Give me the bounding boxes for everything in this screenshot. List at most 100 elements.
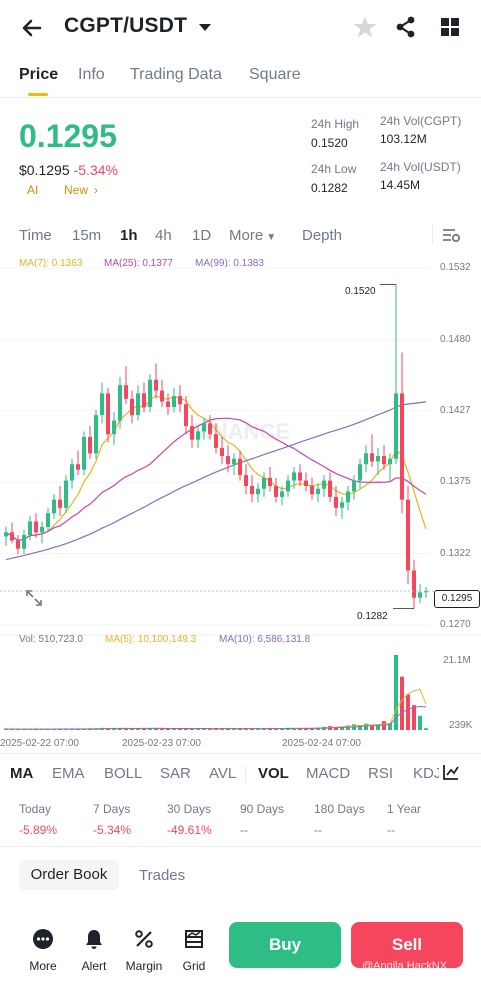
volume-bar: [406, 694, 410, 730]
tf-more[interactable]: More ▼: [229, 227, 276, 244]
buy-button[interactable]: Buy: [229, 922, 341, 968]
alert-label: Alert: [81, 959, 107, 973]
candle-body: [406, 499, 410, 571]
volume-bar: [382, 721, 386, 730]
tf-1h[interactable]: 1h: [120, 227, 138, 244]
candle-body: [58, 499, 62, 508]
ma99-line: [5, 401, 427, 561]
volume-bar: [118, 728, 122, 730]
vol-quote-label: 24h Vol(USDT): [380, 160, 461, 174]
candle-body: [148, 379, 152, 407]
candle-body: [160, 390, 164, 402]
candle-body: [286, 480, 290, 492]
tf-depth[interactable]: Depth: [302, 227, 343, 244]
y-tick: 0.1532: [440, 262, 471, 273]
pair-title[interactable]: CGPT/USDT: [64, 14, 188, 37]
candle-body: [142, 393, 146, 407]
bell-icon: [86, 930, 102, 949]
candle-body: [304, 480, 308, 487]
share-icon[interactable]: [393, 14, 419, 40]
grid-layout-icon[interactable]: [437, 14, 463, 40]
new-label: New: [64, 183, 89, 197]
perf-value: -5.34%: [93, 823, 132, 837]
candle-body: [334, 496, 338, 508]
x-tick: 2025-02-23 07:00: [122, 738, 201, 749]
tab-trades[interactable]: Trades: [139, 867, 186, 884]
caret-down-icon: ▼: [266, 232, 277, 243]
expand-icon[interactable]: [24, 588, 44, 613]
candle-body: [4, 532, 8, 537]
pair-dropdown-icon[interactable]: [198, 20, 212, 38]
candle-body: [208, 423, 212, 435]
vol-ma5-legend: MA(5): 10,100,149.3: [105, 634, 197, 645]
candle-body: [418, 592, 422, 598]
candle-body: [10, 532, 14, 541]
back-arrow-icon[interactable]: [18, 14, 46, 42]
volume-bar: [400, 676, 404, 730]
candle-body: [274, 486, 278, 497]
ind-macd[interactable]: MACD: [306, 765, 351, 782]
sell-button[interactable]: Sell: [351, 922, 463, 968]
high-value: 0.1520: [311, 136, 348, 150]
tab-square[interactable]: Square: [249, 66, 301, 83]
vol-tick: 239K: [449, 720, 473, 731]
perf-value: --: [314, 823, 322, 837]
perf-value: --: [387, 823, 395, 837]
price-markers: [0, 283, 434, 610]
volume-bar: [412, 705, 416, 730]
volume-bar: [226, 728, 230, 730]
tf-15m[interactable]: 15m: [72, 227, 102, 244]
favorite-star-icon[interactable]: [352, 14, 378, 40]
top-bar: CGPT/USDT: [0, 0, 481, 56]
candle-body: [250, 486, 254, 495]
ind-ma[interactable]: MA: [10, 765, 34, 782]
ai-tag[interactable]: AI: [27, 183, 39, 197]
more-dots-icon: [33, 929, 53, 949]
ind-boll[interactable]: BOLL: [104, 765, 143, 782]
perf-label: 90 Days: [240, 802, 285, 816]
candle-body: [172, 396, 176, 407]
alert-button[interactable]: Alert: [70, 928, 118, 973]
low-value: 0.1282: [311, 181, 348, 195]
perf-value: -49.61%: [167, 823, 212, 837]
candle-body: [328, 480, 332, 497]
volume-bar: [112, 728, 116, 730]
tf-4h[interactable]: 4h: [155, 227, 172, 244]
margin-button[interactable]: Margin: [120, 928, 168, 973]
candle-body: [118, 385, 122, 421]
tab-info[interactable]: Info: [78, 66, 105, 83]
ind-rsi[interactable]: RSI: [368, 765, 394, 782]
ind-avl[interactable]: AVL: [209, 765, 237, 782]
vol-ma10-legend: MA(10): 6,586,131.8: [219, 634, 311, 645]
ind-kdj[interactable]: KDJ: [413, 765, 439, 782]
volume-bar: [268, 728, 272, 730]
ind-sar[interactable]: SAR: [160, 765, 191, 782]
chart-settings-icon[interactable]: [441, 226, 461, 249]
tab-order-book[interactable]: Order Book: [19, 860, 119, 890]
candle-body: [88, 436, 92, 454]
candle-body: [256, 488, 260, 495]
volume-bar: [364, 723, 368, 730]
candle-body: [238, 458, 242, 476]
candlestick-chart[interactable]: BINANCE: [0, 250, 481, 750]
grid-button[interactable]: Grid: [170, 928, 218, 973]
more-button[interactable]: More: [19, 928, 67, 973]
ind-ema[interactable]: EMA: [52, 765, 85, 782]
indicator-settings-icon[interactable]: [442, 763, 460, 786]
tab-price[interactable]: Price: [19, 66, 59, 83]
new-link[interactable]: New ›: [64, 183, 98, 197]
vol-base-label: 24h Vol(CGPT): [380, 114, 462, 128]
credit-watermark: @Angila HackNX: [362, 960, 448, 972]
candle-body: [220, 447, 224, 457]
tf-1d[interactable]: 1D: [192, 227, 212, 244]
tf-time[interactable]: Time: [19, 227, 52, 244]
volume-bar: [292, 728, 296, 730]
volume-bars: [4, 655, 428, 730]
ind-vol[interactable]: VOL: [258, 765, 289, 782]
tab-trading-data[interactable]: Trading Data: [130, 66, 222, 83]
candle-body: [130, 398, 134, 416]
grid-bot-icon: [185, 930, 203, 948]
candle-body: [316, 488, 320, 495]
candle-body: [400, 393, 404, 500]
main-tabs: Price Info Trading Data Square: [0, 60, 481, 98]
